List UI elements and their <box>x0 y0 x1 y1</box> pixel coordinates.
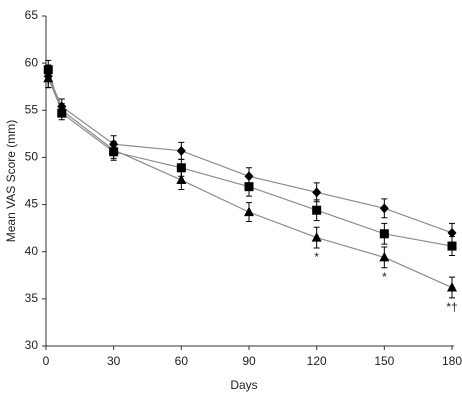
marker <box>312 187 322 198</box>
y-tick-label: 50 <box>25 150 39 164</box>
y-tick-label: 60 <box>25 55 39 69</box>
marker <box>379 251 390 262</box>
series-line <box>47 69 453 247</box>
annotation: * <box>314 250 319 264</box>
marker <box>176 145 186 156</box>
x-tick-label: 30 <box>107 354 121 368</box>
series-line <box>47 77 453 289</box>
marker <box>447 241 457 251</box>
marker <box>447 227 457 238</box>
marker <box>311 232 322 242</box>
y-tick-label: 65 <box>25 8 39 22</box>
marker <box>176 163 186 173</box>
x-axis-label: Days <box>230 378 257 392</box>
y-tick-label: 55 <box>25 102 39 116</box>
x-tick-label: 90 <box>242 354 256 368</box>
x-tick-label: 0 <box>43 354 50 368</box>
y-tick-label: 40 <box>25 244 39 258</box>
x-tick-label: 150 <box>374 354 394 368</box>
y-axis-label: Mean VAS Score (mm) <box>4 120 18 242</box>
marker <box>312 205 322 215</box>
marker <box>108 144 119 154</box>
x-tick-label: 120 <box>307 354 327 368</box>
marker <box>379 203 389 214</box>
annotation: *† <box>446 300 457 314</box>
x-tick-label: 60 <box>175 354 189 368</box>
marker <box>43 72 54 83</box>
marker <box>56 104 67 115</box>
y-tick-label: 35 <box>25 291 39 305</box>
series-line <box>47 76 453 234</box>
y-tick-label: 45 <box>25 197 39 211</box>
annotation: * <box>382 270 387 284</box>
x-tick-label: 180 <box>442 354 462 368</box>
marker <box>244 171 254 182</box>
y-tick-label: 30 <box>25 338 39 352</box>
marker <box>244 182 254 192</box>
marker <box>379 229 389 239</box>
marker <box>176 174 187 185</box>
marker <box>244 206 254 217</box>
marker <box>447 282 457 292</box>
